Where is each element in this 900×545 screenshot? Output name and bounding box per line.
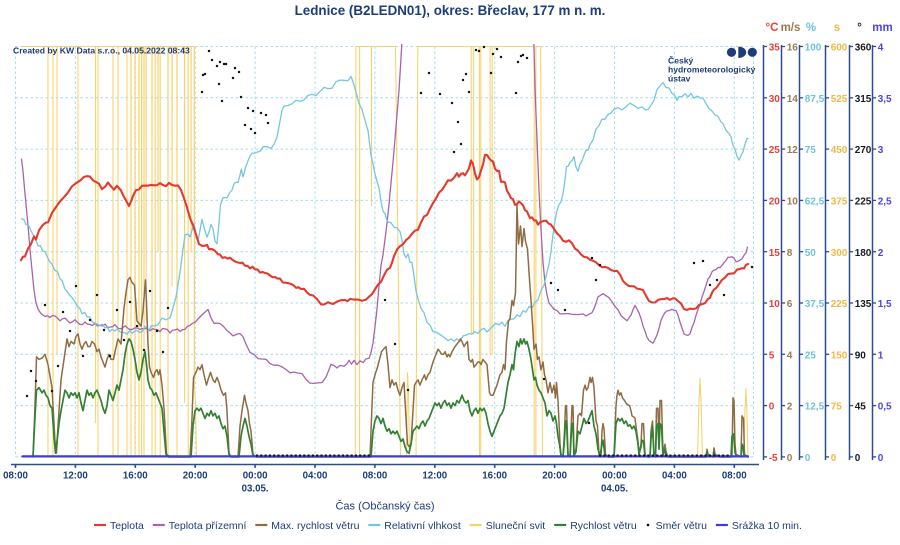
svg-text:1,5: 1,5 xyxy=(878,299,892,310)
svg-text:04:00: 04:00 xyxy=(662,471,687,482)
svg-text:135: 135 xyxy=(855,299,872,310)
svg-text:2: 2 xyxy=(787,402,793,413)
svg-text:375: 375 xyxy=(831,197,848,208)
svg-text:%: % xyxy=(806,22,816,34)
svg-text:08:00: 08:00 xyxy=(3,471,28,482)
svg-text:12: 12 xyxy=(787,145,799,156)
svg-text:270: 270 xyxy=(855,145,872,156)
svg-text:Čas (Občanský čas): Čas (Občanský čas) xyxy=(335,500,434,513)
svg-text:50: 50 xyxy=(805,248,817,259)
svg-text:150: 150 xyxy=(831,350,848,361)
svg-text:08:00: 08:00 xyxy=(363,471,388,482)
svg-text:15: 15 xyxy=(769,248,781,259)
svg-text:75: 75 xyxy=(831,402,843,413)
svg-text:300: 300 xyxy=(831,248,848,259)
svg-text:12:00: 12:00 xyxy=(63,471,88,482)
svg-text:0: 0 xyxy=(787,453,793,464)
svg-text:14: 14 xyxy=(787,94,799,105)
svg-text:525: 525 xyxy=(831,94,848,105)
svg-text:45: 45 xyxy=(855,402,867,413)
svg-text:360: 360 xyxy=(855,43,872,54)
svg-text:20:00: 20:00 xyxy=(542,471,567,482)
svg-text:04:00: 04:00 xyxy=(303,471,328,482)
svg-text:Teplota: Teplota xyxy=(110,520,144,532)
svg-text:Sluneční svit: Sluneční svit xyxy=(486,520,546,532)
svg-text:225: 225 xyxy=(855,197,872,208)
svg-text:Směr větru: Směr větru xyxy=(656,520,708,532)
svg-text:Lednice (B2LEDN01), okres: Bře: Lednice (B2LEDN01), okres: Břeclav, 177 … xyxy=(295,3,606,18)
svg-text:03.05.: 03.05. xyxy=(242,484,269,495)
svg-text:450: 450 xyxy=(831,145,848,156)
svg-text:225: 225 xyxy=(831,299,848,310)
svg-text:08:00: 08:00 xyxy=(722,471,747,482)
svg-text:°: ° xyxy=(857,22,862,34)
svg-text:30: 30 xyxy=(769,94,781,105)
svg-text:87,5: 87,5 xyxy=(805,94,825,105)
svg-text:6: 6 xyxy=(787,299,793,310)
svg-text:35: 35 xyxy=(769,43,781,54)
svg-text:°C: °C xyxy=(766,22,779,34)
svg-text:m/s: m/s xyxy=(781,22,801,34)
svg-text:Srážka 10 min.: Srážka 10 min. xyxy=(732,520,802,532)
svg-text:4: 4 xyxy=(878,43,884,54)
svg-text:1: 1 xyxy=(878,350,884,361)
svg-text:0: 0 xyxy=(855,453,861,464)
svg-text:25: 25 xyxy=(769,145,781,156)
svg-text:180: 180 xyxy=(855,248,872,259)
svg-text:0: 0 xyxy=(769,402,775,413)
svg-text:16:00: 16:00 xyxy=(123,471,148,482)
svg-text:hydrometeorologický: hydrometeorologický xyxy=(668,65,756,75)
svg-text:s: s xyxy=(834,22,840,34)
svg-text:ústav: ústav xyxy=(668,74,691,84)
svg-text:90: 90 xyxy=(855,350,867,361)
svg-text:10: 10 xyxy=(769,299,781,310)
svg-text:75: 75 xyxy=(805,145,817,156)
svg-text:37,5: 37,5 xyxy=(805,299,825,310)
svg-text:2,5: 2,5 xyxy=(878,197,892,208)
svg-text:0: 0 xyxy=(831,453,837,464)
svg-text:12,5: 12,5 xyxy=(805,402,825,413)
svg-text:16: 16 xyxy=(787,43,799,54)
svg-text:20: 20 xyxy=(769,197,781,208)
svg-text:Rychlost větru: Rychlost větru xyxy=(570,520,637,532)
svg-text:20:00: 20:00 xyxy=(183,471,208,482)
svg-text:5: 5 xyxy=(769,350,775,361)
svg-text:Max. rychlost větru: Max. rychlost větru xyxy=(271,520,359,532)
svg-text:315: 315 xyxy=(855,94,872,105)
svg-text:0: 0 xyxy=(878,453,884,464)
svg-text:Český: Český xyxy=(668,55,694,66)
svg-text:10: 10 xyxy=(787,197,799,208)
svg-text:Relativní vlhkost: Relativní vlhkost xyxy=(384,520,461,532)
svg-text:00:00: 00:00 xyxy=(602,471,627,482)
svg-text:3: 3 xyxy=(878,145,884,156)
svg-text:25: 25 xyxy=(805,350,817,361)
svg-text:0: 0 xyxy=(805,453,811,464)
svg-text:3,5: 3,5 xyxy=(878,94,892,105)
svg-text:-5: -5 xyxy=(769,453,778,464)
svg-text:12:00: 12:00 xyxy=(422,471,447,482)
svg-text:4: 4 xyxy=(787,350,793,361)
svg-text:00:00: 00:00 xyxy=(243,471,268,482)
svg-text:16:00: 16:00 xyxy=(482,471,507,482)
svg-text:62,5: 62,5 xyxy=(805,197,825,208)
svg-text:04.05.: 04.05. xyxy=(601,484,628,495)
svg-text:2: 2 xyxy=(878,248,884,259)
svg-text:0,5: 0,5 xyxy=(878,402,892,413)
svg-text:600: 600 xyxy=(831,43,848,54)
svg-text:100: 100 xyxy=(805,43,822,54)
svg-text:8: 8 xyxy=(787,248,793,259)
svg-text:mm: mm xyxy=(872,22,892,34)
svg-text:Created by KW Data s.r.o., 04.: Created by KW Data s.r.o., 04.05.2022 08… xyxy=(13,46,190,56)
svg-text:Teplota přízemní: Teplota přízemní xyxy=(169,520,247,532)
